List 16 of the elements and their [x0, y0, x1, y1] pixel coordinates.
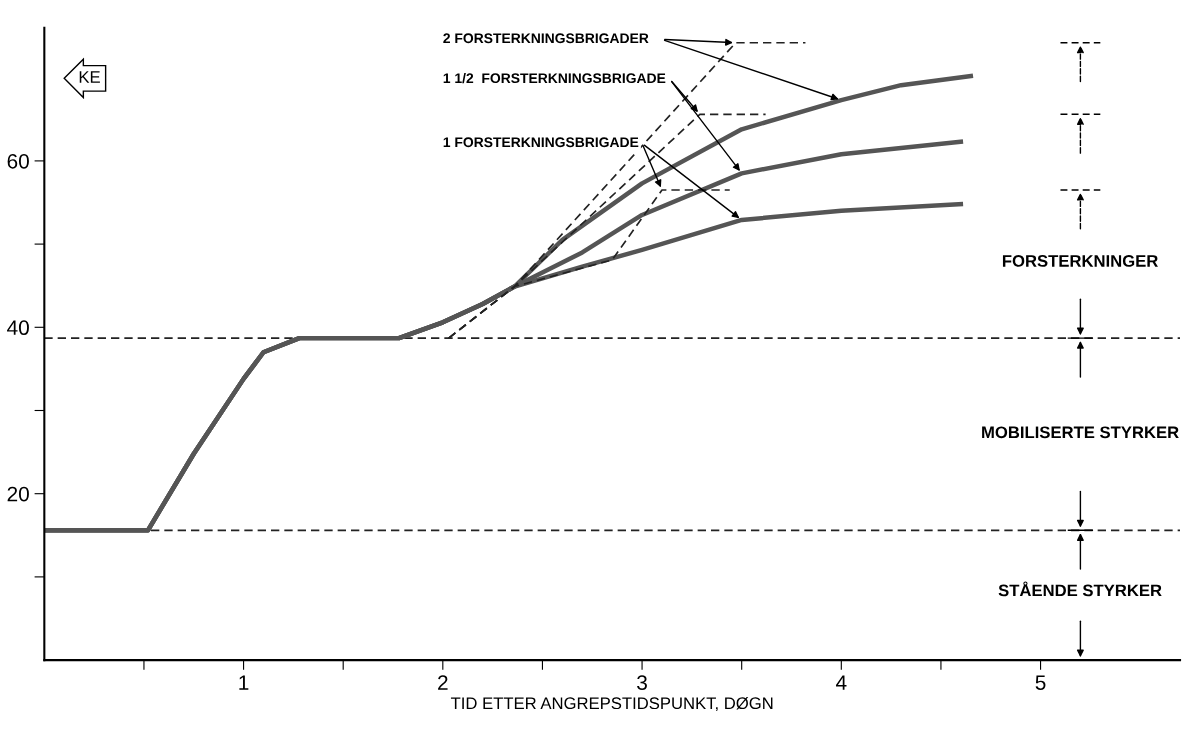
annotation: STÅENDE STYRKER [998, 581, 1162, 597]
x-axis-title: TID ETTER ANGREPSTIDSPUNKT, DØGN [450, 697, 773, 712]
x-tick-label: 5 [1035, 675, 1046, 690]
y-axis-title: KE [79, 71, 100, 83]
y-tick-label: 40 [7, 320, 29, 336]
text: 2 FORSTERKNINGSBRIGADER [443, 33, 649, 44]
annotation: FORSTERKNINGER [1002, 255, 1158, 267]
x-tick-label: 3 [637, 675, 647, 690]
x-tick-label: 1 [239, 675, 249, 690]
text: 1 FORSTERKNINGSBRIGADE [443, 137, 639, 148]
x-tick-label: 2 [438, 675, 448, 690]
text: 1 1/2 FORSTERKNINGSBRIGADE [443, 72, 666, 84]
x-tick-label: 4 [836, 675, 847, 690]
y-tick-label: 60 [7, 153, 29, 169]
annotation: MOBILISERTE STYRKER [982, 426, 1179, 439]
y-tick-label: 20 [7, 486, 29, 502]
